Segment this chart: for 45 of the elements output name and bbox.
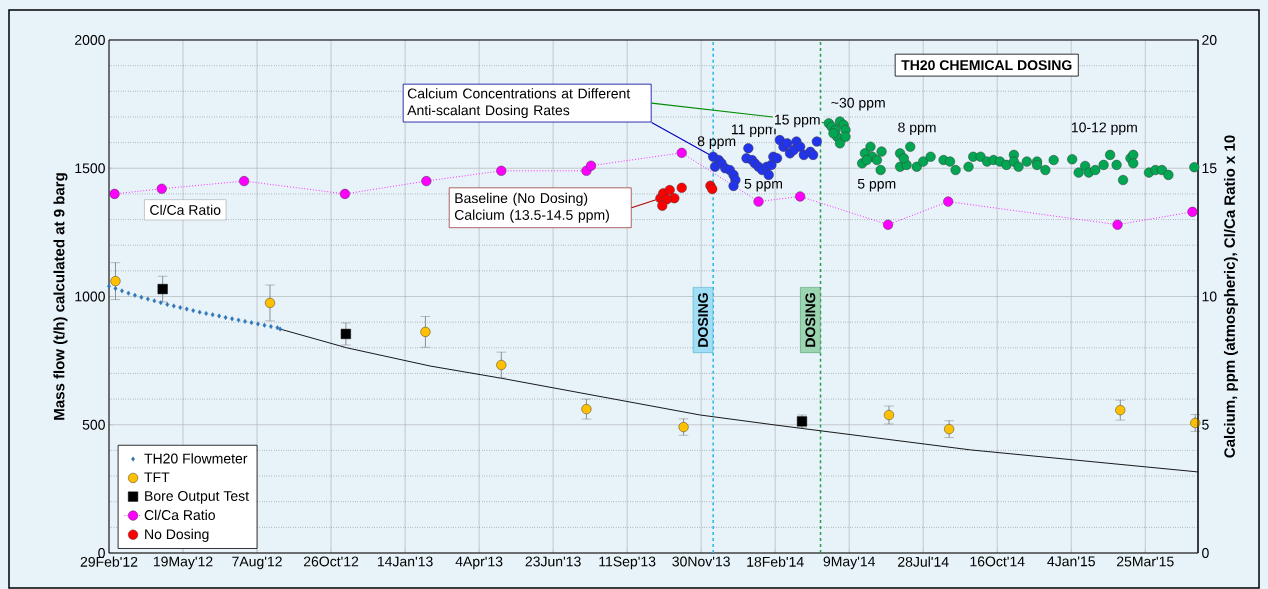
annotation: 15 ppm xyxy=(774,114,820,128)
annotation: TH20 CHEMICAL DOSING xyxy=(901,60,1072,71)
annotation: 5 ppm xyxy=(857,178,896,192)
x-tick-label: 4Apr'13 xyxy=(455,556,503,570)
annotation: 8 ppm xyxy=(697,136,736,149)
y2-tick-label: 20 xyxy=(1202,35,1217,45)
annotation: 5 ppm xyxy=(744,178,782,192)
y-tick-label: 2000 xyxy=(75,35,105,45)
x-tick-label: 9May'14 xyxy=(823,556,876,570)
annotation: Baseline (No Dosing) Calcium (13.5-14.5 ppm) xyxy=(454,192,609,223)
x-tick-label: 25Mar'15 xyxy=(1117,556,1174,567)
y2-tick-label: 5 xyxy=(1202,419,1209,430)
legend-label: Bore Output Test xyxy=(145,490,249,504)
y-axis-title: Mass flow (t/h) calculated at 9 barg xyxy=(53,173,68,420)
y2-tick-label: 15 xyxy=(1202,163,1217,174)
annotation: 8 ppm xyxy=(898,122,936,136)
x-tick-label: 4Jan'15 xyxy=(1047,556,1095,567)
x-tick-label: 26Oct'12 xyxy=(303,556,359,567)
x-tick-label: 16Oct'14 xyxy=(970,556,1025,567)
annotation: 11 ppm xyxy=(731,124,776,138)
x-tick-label: 30Nov'13 xyxy=(672,556,730,567)
annotation: 10-12 ppm xyxy=(1071,122,1137,136)
x-tick-label: 28Jul'14 xyxy=(898,556,949,567)
y2-axis-title: Calcium, ppm (atmospheric), Cl/Ca Ratio x 10 xyxy=(1223,135,1238,458)
legend-label: Cl/Ca Ratio xyxy=(144,509,215,521)
x-tick-label: 19May'12 xyxy=(153,556,213,570)
y2-tick-label: 10 xyxy=(1202,291,1217,302)
legend-label: No Dosing xyxy=(145,528,209,542)
x-tick-label: 23Jun'13 xyxy=(525,556,581,567)
y-tick-label: 1500 xyxy=(75,163,105,174)
annotation: ~30 ppm xyxy=(831,97,885,111)
y-tick-label: 1000 xyxy=(75,291,105,302)
legend-label: TH20 Flowmeter xyxy=(144,453,248,464)
y-tick-label: 500 xyxy=(82,419,105,430)
x-tick-label: 18Feb'14 xyxy=(747,556,804,567)
x-tick-label: 29Feb'12 xyxy=(80,556,138,567)
annotation: Cl/Ca Ratio xyxy=(150,204,221,215)
annotation: Calcium Concentrations at Different Anti-scalant Dosing Rates xyxy=(407,88,631,119)
x-tick-label: 11Sep'13 xyxy=(599,556,656,570)
y2-tick-label: 0 xyxy=(1202,548,1209,558)
x-tick-label: 14Jan'13 xyxy=(377,556,433,567)
ref-line-label: DOSING xyxy=(698,293,708,347)
ref-line-label: DOSING xyxy=(805,293,816,347)
legend-label: TFT xyxy=(144,472,170,483)
x-tick-label: 7Aug'12 xyxy=(232,556,282,570)
